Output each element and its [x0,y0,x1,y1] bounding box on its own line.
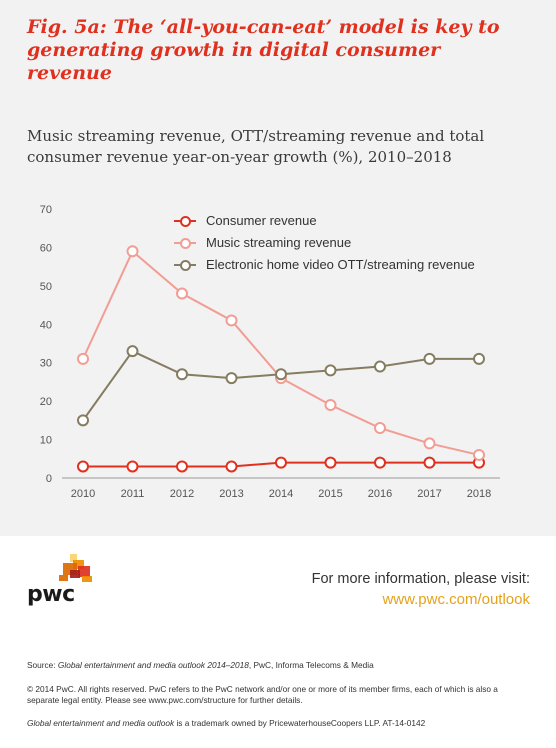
series-1 [77,456,485,473]
chart-subtitle: Music streaming revenue, OTT/streaming r… [27,127,485,166]
trademark-note: Global entertainment and media outlook i… [27,718,532,729]
data-point [324,398,337,411]
x-tick-label: 2012 [170,488,194,500]
line-chart: 0 10 20 30 40 50 60 70 2010 2011 2012 2013 2014 2015… [40,204,500,500]
logo-block [78,566,90,577]
more-info-label: For more information, please visit: [311,571,530,587]
x-tick-label: 2011 [121,488,145,500]
y-tick-label: 10 [40,435,52,447]
data-point [324,364,337,377]
data-point [374,360,386,373]
y-tick-label: 60 [40,242,52,254]
data-point [423,456,436,469]
source-title: Global entertainment and media outlook 2… [57,660,249,670]
legend-label: Electronic home video OTT/streaming reve… [206,257,475,272]
x-tick-label: 2016 [368,488,392,500]
data-point [225,460,238,473]
footer: pwc For more information, please visit: … [0,536,556,748]
data-point [176,460,188,473]
data-point [176,287,188,300]
data-point [225,372,238,385]
legend-swatch [174,238,196,249]
series-line [82,349,479,421]
x-tick-label: 2017 [417,488,441,500]
x-axis: 2010 2011 2012 2013 2014 2015 2016 2017 2018 [71,488,491,500]
series-group [77,245,485,473]
data-point [77,352,89,365]
data-point [423,352,436,365]
more-info: For more information, please visit: www.… [312,569,530,611]
legend-label: Consumer revenue [206,213,317,228]
pwc-logo: pwc [27,552,97,612]
source-rest: , PwC, Informa Telecoms & Media [248,660,374,670]
legend-swatch [174,260,196,271]
series-line [82,249,480,456]
outlook-link[interactable]: www.pwc.com/outlook [382,591,530,608]
data-point [77,414,89,427]
y-tick-label: 0 [46,473,52,485]
data-point [77,460,89,473]
x-tick-label: 2015 [318,488,342,500]
x-tick-label: 2013 [219,488,243,500]
figure-title: Fig. 5a: The ‘all-you-can-eat’ model is … [27,16,500,84]
data-point [225,314,238,327]
y-tick-label: 50 [40,281,52,293]
logo-block [70,554,77,562]
y-tick-label: 20 [40,396,52,408]
source-label: Source: [27,660,58,670]
data-point [374,456,386,469]
legend-swatch [174,216,196,227]
data-point [176,368,188,381]
data-point [275,368,287,381]
logo-block [73,560,84,569]
y-tick-label: 70 [40,204,52,216]
data-point [423,437,436,450]
copyright-note: © 2014 PwC. All rights reserved. PwC ref… [27,684,498,705]
data-point [473,448,485,461]
data-point [374,422,386,435]
chart-panel: Fig. 5a: The ‘all-you-can-eat’ model is … [0,0,556,536]
logo-wordmark: pwc [27,582,75,607]
data-point [126,460,139,473]
data-point [473,352,485,365]
x-tick-label: 2018 [467,488,491,500]
x-tick-label: 2010 [71,488,95,500]
data-point [275,456,287,469]
y-tick-label: 30 [40,358,52,370]
legend-label: Music streaming revenue [206,235,352,250]
series-3 [77,345,485,427]
y-axis: 0 10 20 30 40 50 60 70 [40,204,500,485]
x-tick-label: 2014 [269,488,293,500]
data-point [126,345,139,358]
data-point [126,245,139,258]
source-note: Source: Global entertainment and media o… [27,660,527,671]
logo-block [82,576,92,582]
logo-block [70,570,80,578]
y-tick-label: 40 [40,319,52,331]
logo-block [59,575,68,581]
data-point [324,456,337,469]
trademark-rest: is a trademark owned by PricewaterhouseC… [174,718,426,728]
trademark-title: Global entertainment and media outlook [27,718,175,728]
